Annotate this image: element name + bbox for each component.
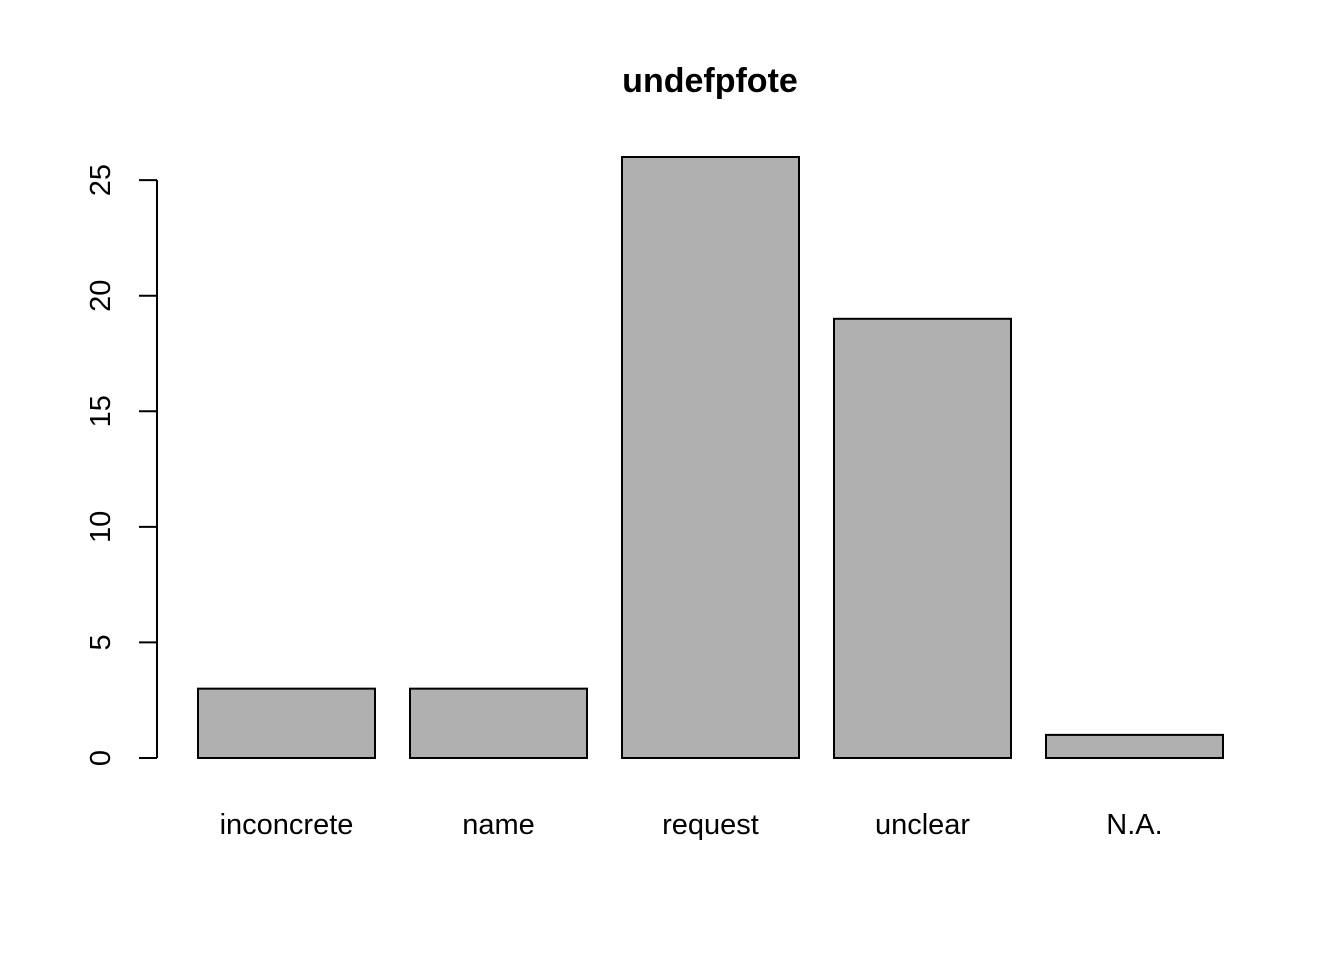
y-tick-label-3: 15 bbox=[85, 395, 117, 427]
y-tick-label-1: 5 bbox=[85, 634, 117, 650]
bars bbox=[197, 156, 1224, 760]
y-tick-label-5: 25 bbox=[85, 164, 117, 196]
bar-n-a bbox=[1045, 733, 1224, 760]
y-tick-label-0: 0 bbox=[85, 750, 117, 766]
x-tick-label-4: N.A. bbox=[1106, 809, 1162, 841]
y-axis: 0 5 10 15 20 25 bbox=[85, 164, 158, 766]
x-tick-label-0: inconcrete bbox=[220, 809, 354, 841]
y-tick-label-2: 10 bbox=[85, 511, 117, 543]
x-axis-labels: inconcrete name request unclear N.A. bbox=[220, 809, 1163, 841]
chart-title: undefpfote bbox=[622, 62, 798, 100]
bar-request bbox=[621, 156, 800, 759]
bar-name bbox=[409, 687, 588, 760]
x-tick-label-3: unclear bbox=[875, 809, 970, 841]
x-tick-label-2: request bbox=[662, 809, 759, 841]
bar-unclear bbox=[833, 317, 1012, 759]
bar-inconcrete bbox=[197, 687, 376, 760]
y-tick-label-4: 20 bbox=[85, 280, 117, 312]
x-tick-label-1: name bbox=[462, 809, 535, 841]
